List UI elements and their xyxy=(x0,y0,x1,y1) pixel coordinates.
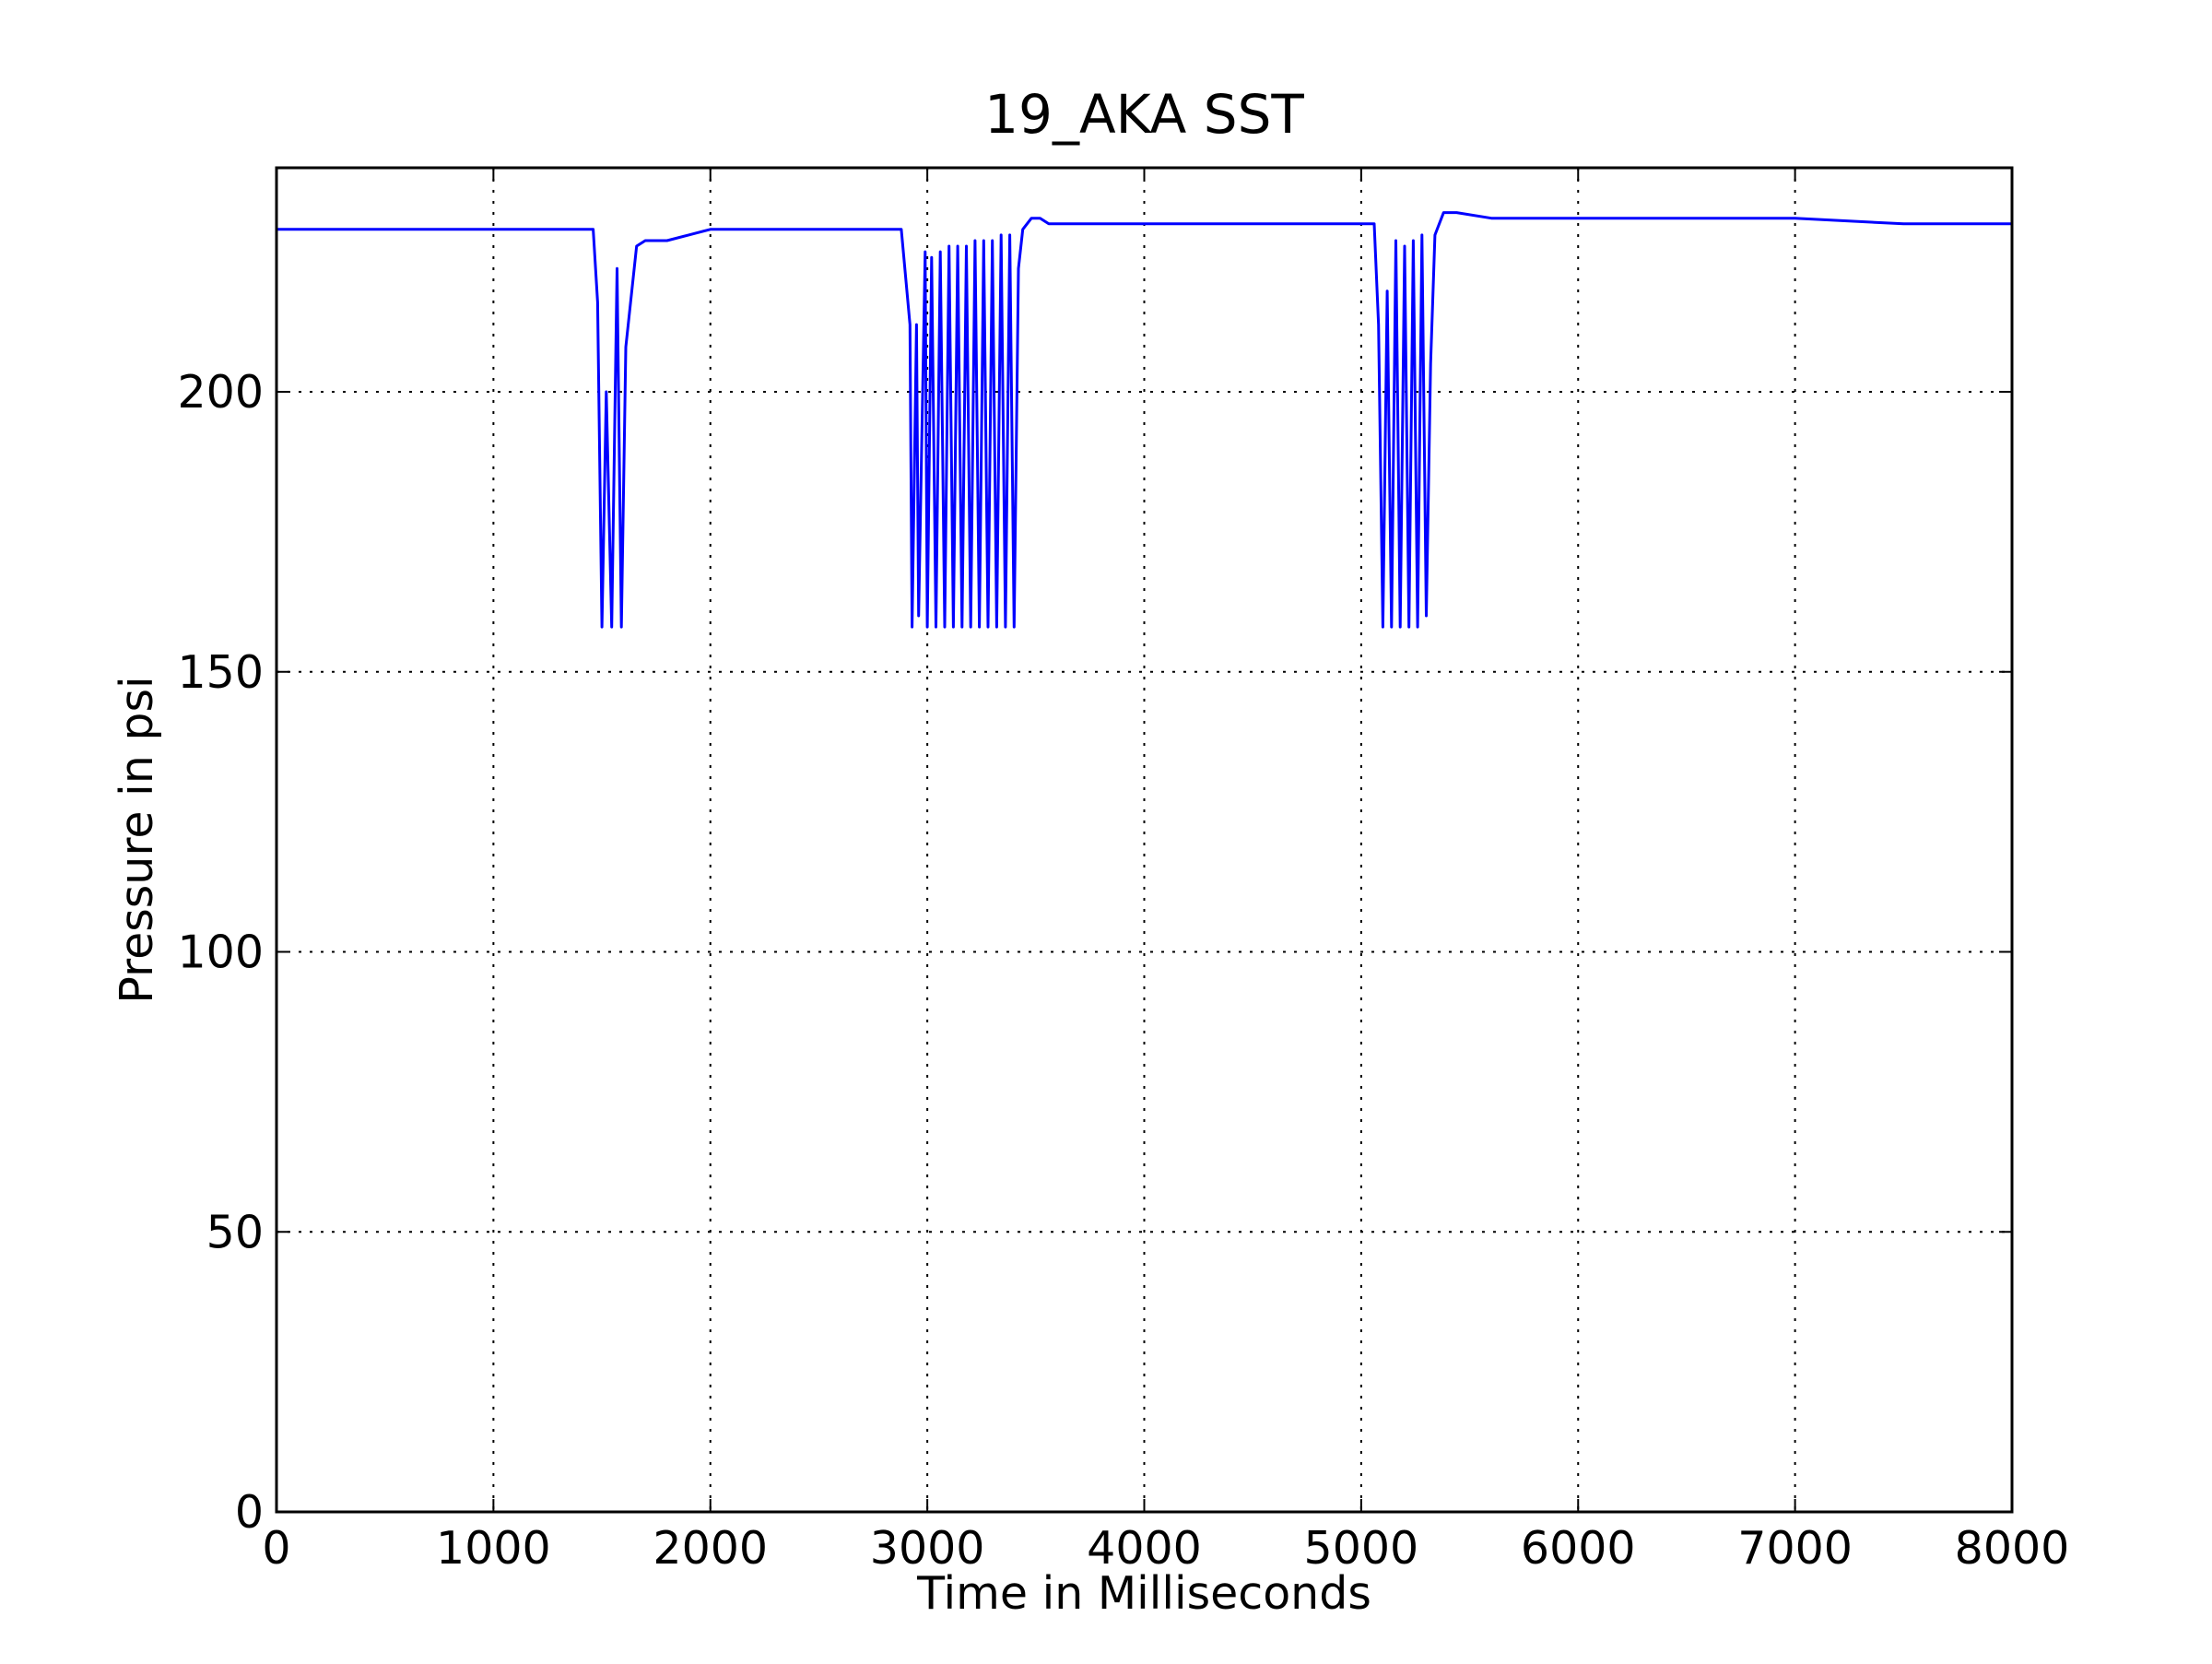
x-tick-label: 5000 xyxy=(1304,1522,1419,1575)
y-axis-label: Pressure in psi xyxy=(111,676,163,1003)
x-axis-label: Time in Milliseconds xyxy=(916,1567,1371,1620)
y-tick-label: 100 xyxy=(177,926,264,979)
x-tick-label: 3000 xyxy=(870,1522,985,1575)
x-tick-label: 8000 xyxy=(1955,1522,2070,1575)
y-tick-label: 200 xyxy=(177,366,264,419)
series-line xyxy=(276,211,2012,629)
ticks: 0 1000 2000 3000 4000 5000 6000 7000 8000 0 50 100 1… xyxy=(177,168,2069,1575)
y-tick-label: 150 xyxy=(177,646,264,699)
x-tick-label: 7000 xyxy=(1737,1522,1853,1575)
x-tick-label: 4000 xyxy=(1087,1522,1202,1575)
x-tick-label: 6000 xyxy=(1521,1522,1636,1575)
x-tick-label: 2000 xyxy=(653,1522,768,1575)
y-tick-label: 0 xyxy=(235,1486,264,1539)
chart-title: 19_AKA SST xyxy=(984,83,1304,146)
series-layer xyxy=(276,211,2012,629)
x-tick-label: 0 xyxy=(262,1522,290,1575)
x-tick-label: 1000 xyxy=(436,1522,551,1575)
y-tick-label: 50 xyxy=(206,1206,264,1258)
